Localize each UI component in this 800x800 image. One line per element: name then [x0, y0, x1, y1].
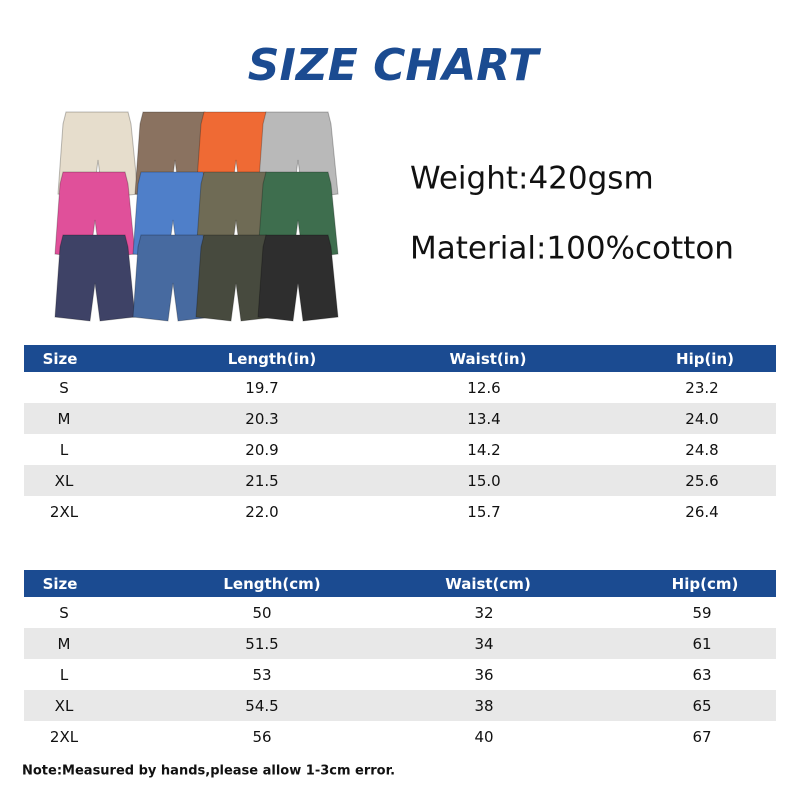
cell: S — [59, 379, 69, 397]
cell: 15.7 — [467, 503, 500, 521]
column-header: Length(cm) — [223, 575, 320, 593]
column-header: Size — [43, 575, 78, 593]
cell: 38 — [474, 697, 493, 715]
cell: 2XL — [50, 728, 79, 746]
cell: 63 — [692, 666, 711, 684]
row-bg — [24, 403, 776, 434]
cell: 15.0 — [467, 472, 500, 490]
product-image — [54, 111, 339, 322]
cell: XL — [55, 472, 74, 490]
cell: 20.3 — [245, 410, 278, 428]
table-header-bg — [24, 345, 776, 372]
table-header-bg — [24, 570, 776, 597]
column-header: Size — [43, 350, 78, 368]
cell: 53 — [252, 666, 271, 684]
column-header: Hip(in) — [676, 350, 734, 368]
cell: 40 — [474, 728, 493, 746]
cell: 32 — [474, 604, 493, 622]
cell: 24.8 — [685, 441, 718, 459]
material: Material:100%cotton — [410, 231, 734, 267]
cell: 50 — [252, 604, 271, 622]
cell: 61 — [692, 635, 711, 653]
column-header: Hip(cm) — [672, 575, 739, 593]
cell: XL — [55, 697, 74, 715]
cell: 24.0 — [685, 410, 718, 428]
row-bg — [24, 628, 776, 659]
cell: 56 — [252, 728, 271, 746]
cell: 65 — [692, 697, 711, 715]
cell: 13.4 — [467, 410, 500, 428]
weight: Weight:420gsm — [410, 161, 654, 197]
row-bg — [24, 690, 776, 721]
cell: 23.2 — [685, 379, 718, 397]
cell: 12.6 — [467, 379, 500, 397]
cell: M — [58, 410, 71, 428]
cell: 54.5 — [245, 697, 278, 715]
cell: 67 — [692, 728, 711, 746]
cell: 19.7 — [245, 379, 278, 397]
cell: 2XL — [50, 503, 79, 521]
title: SIZE CHART — [248, 40, 541, 91]
cell: 25.6 — [685, 472, 718, 490]
cell: 36 — [474, 666, 493, 684]
cell: 21.5 — [245, 472, 278, 490]
column-header: Waist(in) — [450, 350, 527, 368]
cell: 34 — [474, 635, 493, 653]
row-bg — [24, 465, 776, 496]
cell: M — [58, 635, 71, 653]
cell: 26.4 — [685, 503, 718, 521]
cell: 14.2 — [467, 441, 500, 459]
column-header: Length(in) — [228, 350, 317, 368]
cell: L — [60, 666, 69, 684]
column-header: Waist(cm) — [445, 575, 531, 593]
note: Note:Measured by hands,please allow 1-3c… — [22, 764, 395, 779]
cell: 20.9 — [245, 441, 278, 459]
cell: 59 — [692, 604, 711, 622]
cell: 51.5 — [245, 635, 278, 653]
cell: L — [60, 441, 69, 459]
cell: 22.0 — [245, 503, 278, 521]
cell: S — [59, 604, 69, 622]
